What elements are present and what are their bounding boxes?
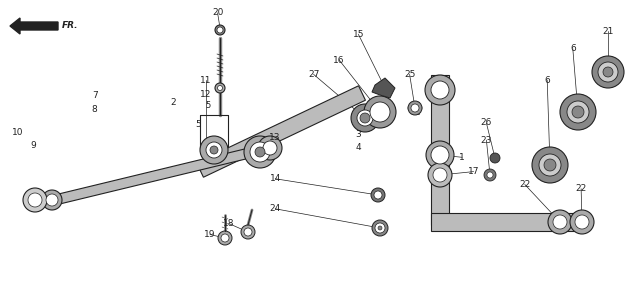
Polygon shape — [431, 75, 449, 225]
Circle shape — [378, 226, 382, 230]
Circle shape — [408, 101, 422, 115]
Circle shape — [371, 188, 385, 202]
Circle shape — [221, 234, 229, 242]
Circle shape — [215, 25, 225, 35]
Text: 16: 16 — [333, 55, 345, 65]
Circle shape — [374, 191, 382, 199]
Text: 22: 22 — [519, 180, 531, 189]
Text: 6: 6 — [545, 76, 550, 85]
Circle shape — [217, 27, 223, 33]
Circle shape — [560, 94, 596, 130]
Text: 20: 20 — [212, 8, 223, 17]
Text: 6: 6 — [570, 44, 575, 53]
Circle shape — [255, 147, 265, 157]
Polygon shape — [196, 86, 365, 177]
Circle shape — [42, 190, 62, 210]
Circle shape — [218, 231, 232, 245]
Text: 24: 24 — [269, 204, 281, 213]
Text: 5: 5 — [196, 120, 201, 129]
Text: 19: 19 — [204, 230, 216, 239]
Text: 22: 22 — [575, 184, 587, 193]
Text: 8: 8 — [92, 105, 97, 114]
Circle shape — [218, 86, 223, 90]
Circle shape — [370, 102, 390, 122]
Circle shape — [425, 75, 455, 105]
Polygon shape — [372, 78, 395, 98]
Circle shape — [357, 110, 373, 126]
Text: 4: 4 — [356, 143, 361, 152]
Circle shape — [210, 146, 218, 154]
Circle shape — [567, 101, 589, 123]
Text: 9: 9 — [31, 141, 36, 150]
Circle shape — [575, 215, 589, 229]
Text: 15: 15 — [353, 30, 364, 39]
Polygon shape — [54, 143, 271, 205]
Text: 1: 1 — [460, 153, 465, 162]
Circle shape — [592, 56, 624, 88]
Circle shape — [411, 104, 419, 112]
Text: 11: 11 — [200, 76, 212, 85]
Circle shape — [484, 169, 496, 181]
Circle shape — [431, 81, 449, 99]
Circle shape — [598, 62, 618, 82]
Circle shape — [258, 136, 282, 160]
Circle shape — [428, 163, 452, 187]
Text: 7: 7 — [92, 91, 97, 100]
Text: 10: 10 — [12, 128, 24, 138]
Circle shape — [351, 104, 379, 132]
Circle shape — [263, 141, 277, 155]
Circle shape — [539, 154, 561, 176]
Circle shape — [433, 168, 447, 182]
Circle shape — [364, 96, 396, 128]
Circle shape — [215, 83, 225, 93]
Text: 12: 12 — [200, 90, 212, 99]
Circle shape — [544, 159, 556, 171]
Circle shape — [206, 142, 222, 158]
Text: 23: 23 — [481, 136, 492, 145]
Circle shape — [570, 210, 594, 234]
Text: 2: 2 — [170, 98, 175, 108]
Circle shape — [372, 220, 388, 236]
Circle shape — [572, 106, 584, 118]
Text: FR.: FR. — [62, 21, 79, 31]
Circle shape — [375, 223, 385, 233]
Circle shape — [250, 142, 270, 162]
Circle shape — [490, 153, 500, 163]
Text: 21: 21 — [602, 27, 614, 36]
Text: 14: 14 — [269, 174, 281, 183]
Circle shape — [548, 210, 572, 234]
Text: 17: 17 — [468, 167, 479, 176]
Circle shape — [28, 193, 42, 207]
Text: 5: 5 — [205, 101, 211, 110]
Text: 27: 27 — [308, 70, 319, 79]
Text: 3: 3 — [356, 130, 361, 139]
Circle shape — [532, 147, 568, 183]
Circle shape — [360, 113, 370, 123]
Text: 13: 13 — [269, 133, 281, 142]
Circle shape — [241, 225, 255, 239]
Text: 18: 18 — [223, 219, 235, 228]
Text: 26: 26 — [481, 118, 492, 128]
Circle shape — [244, 228, 252, 236]
Circle shape — [487, 172, 493, 178]
Circle shape — [23, 188, 47, 212]
Circle shape — [244, 136, 276, 168]
Polygon shape — [10, 18, 58, 34]
Text: 25: 25 — [404, 70, 415, 79]
Circle shape — [603, 67, 613, 77]
Circle shape — [200, 136, 228, 164]
Circle shape — [431, 146, 449, 164]
Circle shape — [46, 194, 58, 206]
Circle shape — [553, 215, 567, 229]
Polygon shape — [431, 213, 580, 231]
Circle shape — [426, 141, 454, 169]
